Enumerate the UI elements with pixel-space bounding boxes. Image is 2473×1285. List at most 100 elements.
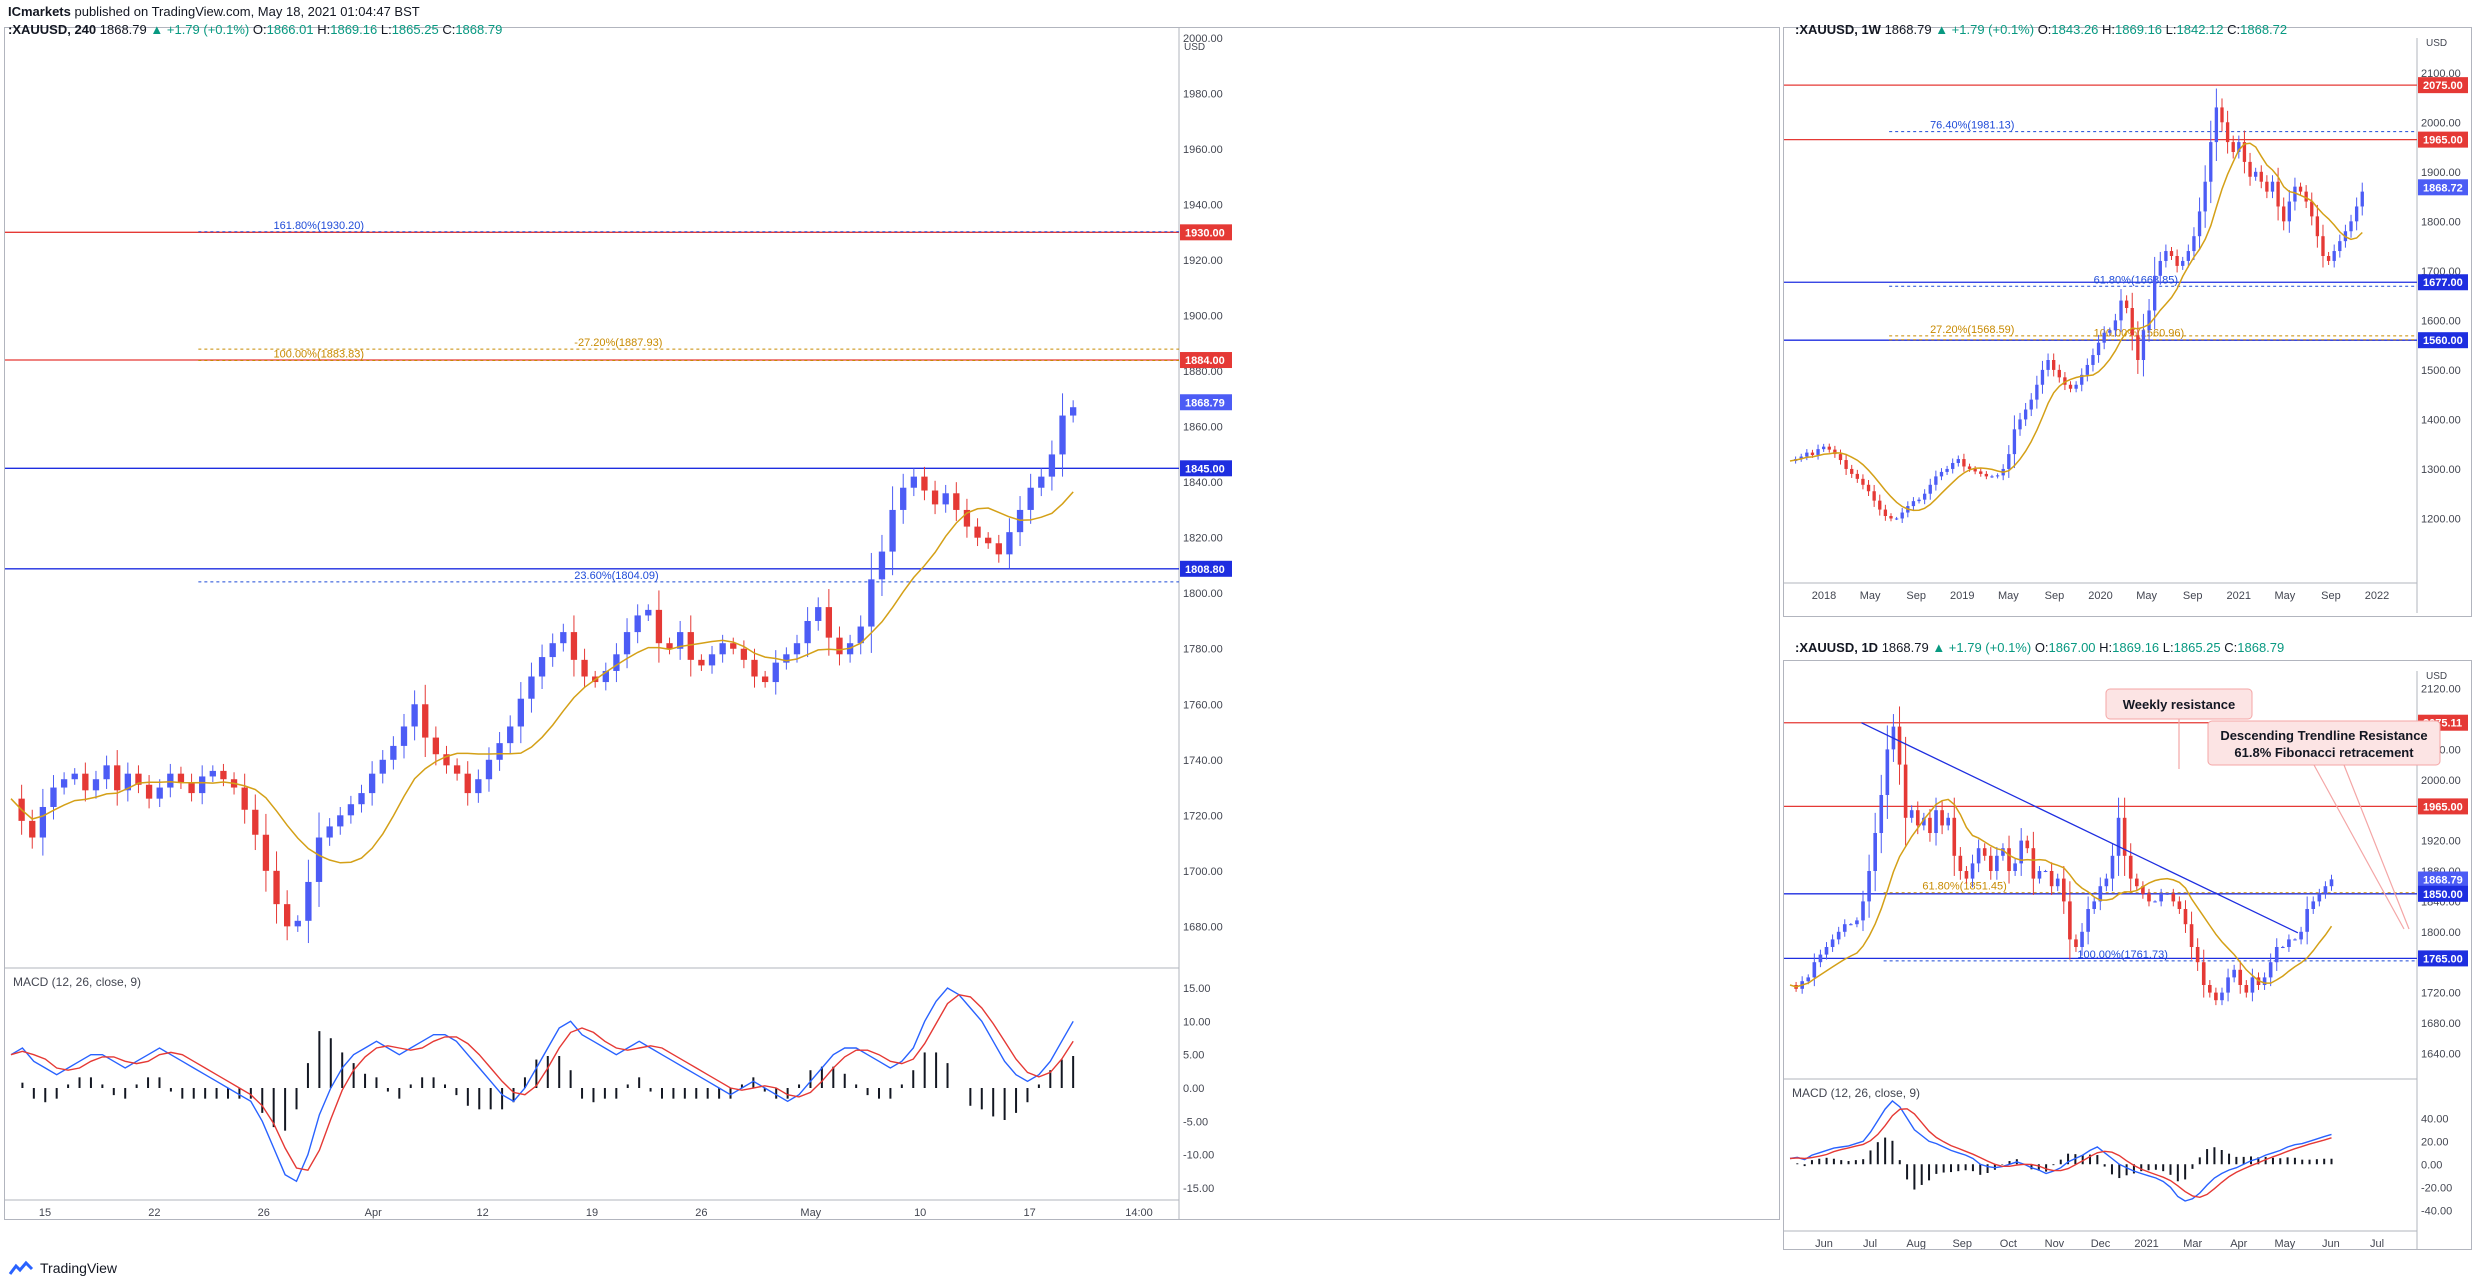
y-tick-label: 2100.00: [2421, 68, 2461, 80]
footer-brand[interactable]: TradingView: [8, 1260, 117, 1276]
brand-label: TradingView: [40, 1260, 118, 1276]
candle: [528, 676, 535, 699]
close-value: 1868.79: [2237, 640, 2285, 655]
x-tick-label: 17: [1023, 1207, 1035, 1219]
candle: [1934, 476, 1938, 485]
x-tick-label: May: [800, 1207, 821, 1219]
candle: [602, 670, 609, 683]
candle: [475, 779, 482, 794]
candle: [1939, 471, 1944, 477]
candle: [910, 476, 917, 488]
chart-4h-svg[interactable]: 1680.00 1700.00 1720.00 1740.00 1760.00 1780.…: [5, 28, 1779, 1219]
candle: [2226, 977, 2230, 993]
trendline: [1861, 722, 2299, 934]
candle: [135, 773, 142, 785]
level-label: 1868.79: [1185, 397, 1225, 409]
candle: [114, 765, 121, 791]
candle: [2136, 335, 2140, 360]
macd-y-tick: 0.00: [2421, 1159, 2442, 1171]
x-tick-label: Sep: [1906, 590, 1926, 602]
x-tick-label: Sep: [1952, 1238, 1972, 1249]
candle: [1818, 954, 1823, 963]
fib-label: 100.00%(1560.96): [2094, 328, 2185, 340]
x-tick-label: 2020: [2088, 590, 2112, 602]
chart-weekly-svg[interactable]: 1200.001300.001400.001500.001600.001700.…: [1784, 28, 2471, 616]
candle: [294, 920, 301, 927]
candle: [92, 779, 100, 791]
candle: [1903, 764, 1908, 818]
y-tick-label: 1980.00: [1183, 89, 1223, 101]
candle: [1830, 939, 1835, 947]
x-tick-label: 10: [914, 1207, 926, 1219]
candle: [1952, 817, 1957, 856]
candle: [2311, 901, 2316, 909]
candle: [655, 609, 663, 644]
candle: [2096, 342, 2101, 356]
y-tick-label: 1680.00: [2421, 1018, 2461, 1030]
candle: [422, 704, 429, 738]
macd-y-tick: -5.00: [1183, 1116, 1208, 1128]
level-label: 1965.00: [2423, 801, 2463, 813]
candle: [2074, 939, 2078, 947]
x-tick-label: Aug: [1906, 1238, 1926, 1249]
candle: [2025, 840, 2030, 849]
candle: [2265, 181, 2269, 192]
level-badge: [1180, 224, 1232, 241]
candle: [305, 881, 312, 921]
candle: [2046, 360, 2050, 370]
x-tick-label: 15: [39, 1207, 51, 1219]
candle: [2102, 332, 2106, 343]
candle: [953, 493, 960, 510]
x-tick-label: Sep: [2183, 590, 2203, 602]
y-tick-label: 1300.00: [2421, 464, 2461, 476]
candle: [1982, 848, 1987, 856]
y-tick-label: 2000.00: [1183, 33, 1223, 45]
chart-panel-daily[interactable]: 1640.001680.001720.001760.001800.001840.…: [1783, 660, 2472, 1250]
tradingview-logo-icon: [8, 1260, 34, 1275]
candle: [2287, 201, 2291, 222]
candle: [209, 770, 216, 777]
candle: [188, 782, 195, 794]
x-tick-label: 22: [148, 1207, 160, 1219]
level-label: 1930.00: [1185, 227, 1225, 239]
low-value: 1865.25: [2173, 640, 2221, 655]
candle: [347, 804, 355, 816]
candle: [400, 726, 408, 746]
level-badge: [2418, 885, 2468, 902]
candle: [1922, 817, 1926, 826]
moving-average-line: [1789, 798, 2333, 988]
candle: [2031, 848, 2036, 879]
macd-y-tick: 15.00: [1183, 983, 1211, 995]
candle: [411, 704, 418, 727]
chart-panel-4h[interactable]: 1680.00 1700.00 1720.00 1740.00 1760.00 1780.…: [4, 27, 1780, 1220]
x-tick-label: 19: [586, 1207, 598, 1219]
candle: [2147, 893, 2151, 902]
close-value: 1868.72: [2240, 22, 2288, 37]
callout-pointer: [2313, 764, 2405, 930]
candle: [1962, 459, 1966, 467]
chart-panel-weekly[interactable]: 1200.00 1300.00 1400.00 1500.00 1600.00 1700.…: [1783, 27, 2472, 617]
candle: [241, 787, 248, 810]
candle: [1964, 871, 1969, 879]
x-tick-label: Jun: [2322, 1238, 2340, 1249]
candle: [2201, 962, 2206, 985]
candle: [315, 837, 323, 882]
candle: [1889, 516, 1893, 519]
macd-label: MACD (12, 26, close, 9): [1792, 1086, 1920, 1100]
callout-box: [2207, 720, 2441, 766]
x-tick-label: 12: [476, 1207, 488, 1219]
candle: [687, 632, 694, 660]
candle: [1917, 499, 1921, 502]
chart-daily-svg[interactable]: 1640.001680.001720.001760.001800.001840.…: [1784, 661, 2471, 1249]
x-tick-label: Apr: [365, 1207, 382, 1219]
candle: [252, 809, 259, 835]
candle: [623, 632, 631, 655]
level-badge: [1180, 560, 1232, 577]
signal-line: [10, 993, 1074, 1171]
x-tick-label: 2022: [2365, 590, 2389, 602]
candle: [2287, 939, 2291, 947]
level-label: 2075.00: [2423, 80, 2463, 92]
change-label: ▲ +1.79 (+0.1%): [1932, 640, 2032, 655]
candle: [39, 806, 47, 838]
candle: [1900, 512, 1904, 519]
